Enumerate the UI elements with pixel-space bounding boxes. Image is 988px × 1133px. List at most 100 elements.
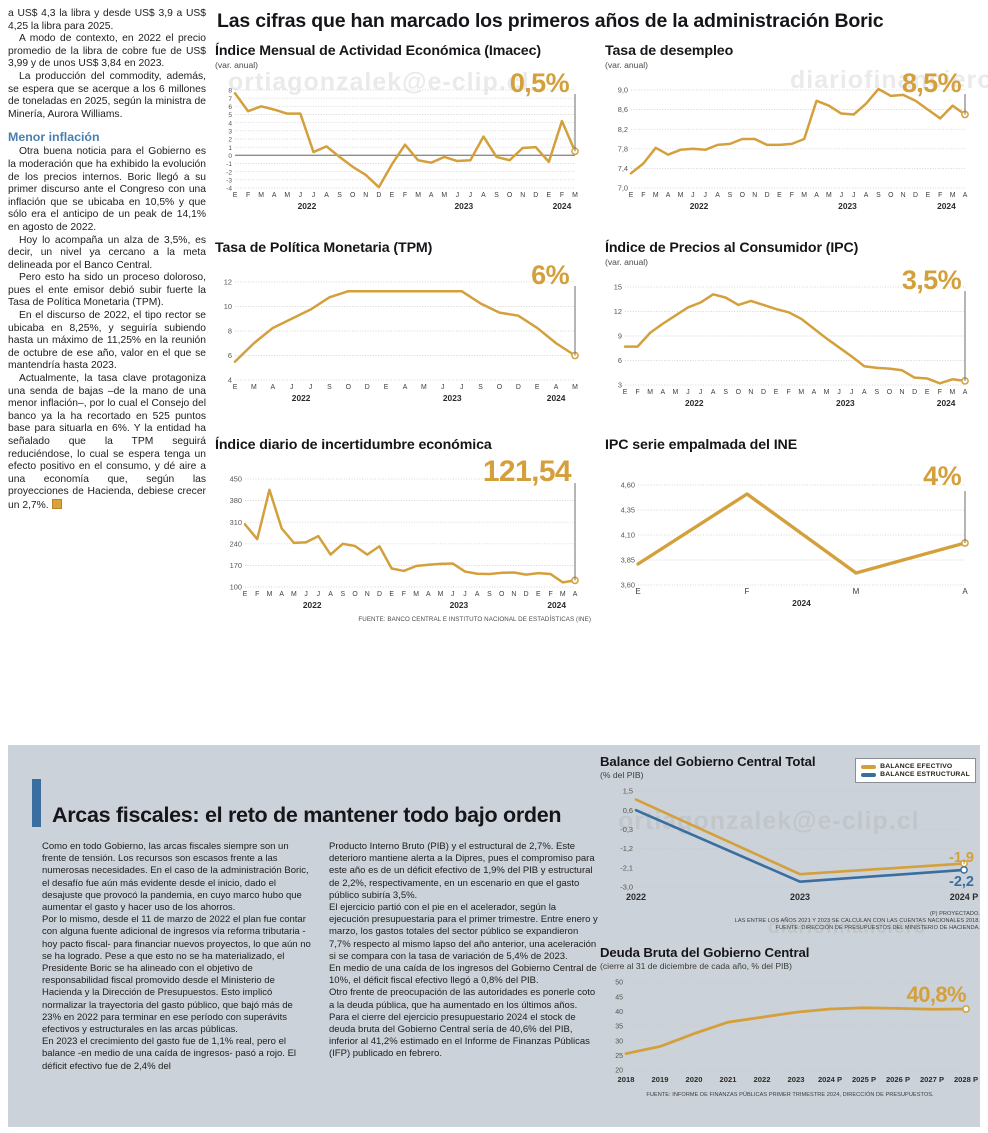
svg-text:N: N [520,192,525,199]
svg-text:D: D [365,384,370,391]
svg-text:E: E [635,587,640,596]
svg-text:D: D [913,192,918,199]
svg-text:M: M [950,192,956,199]
svg-text:S: S [876,192,881,199]
svg-text:D: D [524,591,529,598]
svg-text:-3: -3 [226,177,232,184]
svg-text:O: O [736,389,742,396]
chart-deuda: Deuda Bruta del Gobierno Central (cierre … [600,945,980,1099]
article-paragraph-last: Actualmente, la tasa clave protagoniza u… [8,373,206,513]
chart-ipc: Índice de Precios al Consumidor (IPC) (va… [599,240,983,413]
svg-text:450: 450 [230,475,242,484]
svg-text:-2,1: -2,1 [620,863,633,872]
svg-text:2023: 2023 [836,398,855,408]
svg-text:J: J [456,192,459,199]
article-paragraph: Pero esto ha sido un proceso doloroso, p… [8,272,206,309]
chart-callout-value: 8,5% [901,68,962,98]
svg-text:4,60: 4,60 [621,481,635,490]
chart-title: Tasa de desempleo [605,43,734,59]
svg-text:9,0: 9,0 [618,86,628,95]
chart-imacec: Índice Mensual de Actividad Económica (I… [215,43,599,216]
svg-text:A: A [429,192,434,199]
svg-text:M: M [438,591,444,598]
legend-label: BALANCE EFECTIVO [880,763,953,770]
chart-title: IPC serie empalmada del INE [605,437,798,453]
svg-text:A: A [324,192,329,199]
svg-text:E: E [243,591,248,598]
svg-text:M: M [572,384,578,391]
svg-text:A: A [963,192,968,199]
svg-text:2023: 2023 [788,1075,805,1084]
svg-text:M: M [678,192,684,199]
chart-source: FUENTE: BANCO CENTRAL E INSTITUTO NACION… [358,616,591,623]
svg-text:J: J [837,389,840,396]
svg-text:8: 8 [228,88,232,95]
svg-text:N: N [511,591,516,598]
svg-text:2023: 2023 [790,892,810,902]
fiscal-column-left: Como en todo Gobierno, las arcas fiscale… [42,841,311,1073]
svg-text:7,4: 7,4 [618,164,628,173]
svg-text:M: M [251,384,257,391]
svg-text:2024: 2024 [547,393,566,403]
svg-text:2027 P: 2027 P [920,1075,944,1084]
chart-ipc-empalmada: IPC serie empalmada del INE 4,60 4,35 4,10 3… [599,437,983,623]
chart-callout-value: 0,5% [509,68,570,98]
svg-text:2023: 2023 [838,201,857,211]
svg-text:2024: 2024 [937,201,956,211]
svg-text:F: F [255,591,259,598]
svg-text:E: E [629,192,634,199]
svg-text:J: J [441,384,444,391]
svg-text:O: O [497,384,503,391]
svg-text:A: A [862,389,867,396]
svg-text:M: M [291,591,297,598]
svg-text:E: E [233,192,238,199]
svg-text:3,60: 3,60 [621,581,635,590]
chart-subtitle: (var. anual) [605,257,648,267]
svg-text:F: F [560,192,564,199]
svg-text:10: 10 [224,302,232,311]
svg-text:F: F [787,389,791,396]
svg-text:-0,3: -0,3 [620,825,633,834]
svg-text:S: S [487,591,492,598]
svg-text:D: D [533,192,538,199]
svg-text:S: S [340,591,345,598]
svg-text:0,6: 0,6 [623,806,633,815]
svg-text:E: E [774,389,779,396]
svg-text:S: S [337,192,342,199]
legend-swatch [861,764,877,769]
svg-text:2022: 2022 [303,600,322,610]
svg-text:J: J [469,192,472,199]
chart-subtitle: (% del PIB) [600,770,644,780]
svg-text:-1,2: -1,2 [620,844,633,853]
svg-text:M: M [826,192,832,199]
svg-text:A: A [328,591,333,598]
svg-text:3,85: 3,85 [621,556,635,565]
legend-item[interactable]: BALANCE ESTRUCTURAL [861,771,970,778]
legend-item[interactable]: BALANCE EFECTIVO [861,763,970,770]
svg-text:N: N [365,591,370,598]
svg-text:2024 P: 2024 P [818,1075,842,1084]
fiscal-text: Producto Interno Bruto (PIB) y el estruc… [329,841,598,1060]
svg-text:M: M [560,591,566,598]
article-paragraph: A modo de contexto, en 2022 el precio pr… [8,33,206,70]
svg-text:2019: 2019 [652,1075,669,1084]
svg-text:30: 30 [615,1038,623,1045]
svg-text:2024: 2024 [547,600,566,610]
svg-text:F: F [403,192,407,199]
svg-text:J: J [312,192,315,199]
chart-plot: 8 7 6 5 4 3 2 1 0 -1 -2 -3 -4 E F M A M J J A S O N D E F M A M J J A S O N… [215,70,591,216]
svg-text:A: A [573,591,578,598]
svg-text:2022: 2022 [685,398,704,408]
svg-text:J: J [840,192,843,199]
svg-text:E: E [389,591,394,598]
svg-text:M: M [421,384,427,391]
svg-text:3: 3 [618,381,622,390]
svg-text:M: M [258,192,264,199]
svg-text:2022: 2022 [292,393,311,403]
chart-plot: 9,0 8,6 8,2 7,8 7,4 7,0 E F M A M J J A S O N D E F M A M J J A S O… [605,70,983,216]
svg-text:M: M [801,192,807,199]
svg-text:J: J [460,384,463,391]
svg-text:S: S [494,192,499,199]
svg-text:4: 4 [228,120,232,127]
chart-footnote: (P) PROYECTADO. [929,911,980,917]
